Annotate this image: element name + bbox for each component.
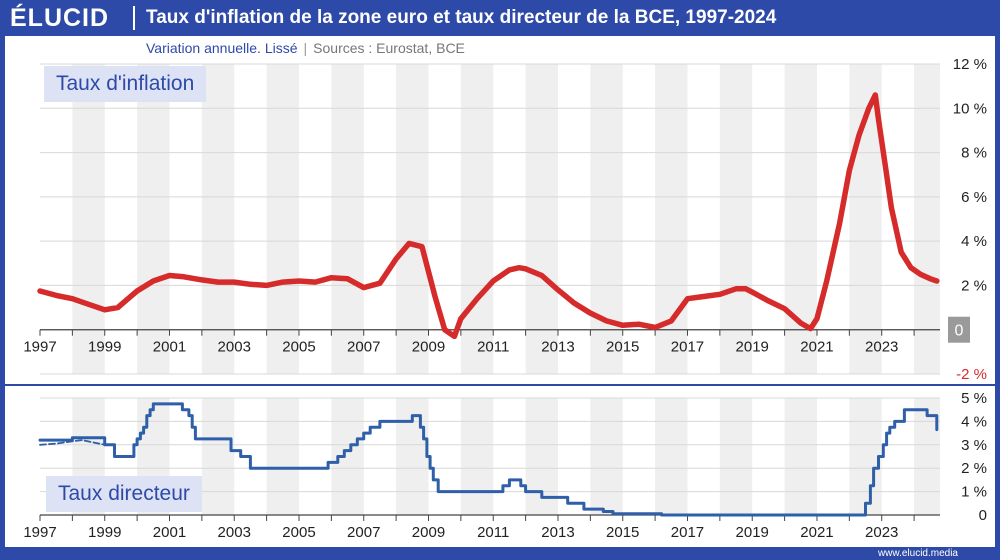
y-tick-label: 1 % — [961, 484, 987, 501]
y-tick-label: 0 — [955, 323, 964, 340]
panel-label-inflation: Taux d'inflation — [44, 66, 207, 102]
year-band — [331, 398, 364, 515]
sources-text: Sources : Eurostat, BCE — [313, 40, 465, 56]
year-band — [201, 398, 235, 515]
x-tick-label: 2017 — [671, 524, 704, 541]
year-band — [525, 64, 558, 374]
year-band — [266, 398, 299, 515]
inflation-line — [37, 92, 940, 340]
y-tick-label: 3 % — [961, 437, 987, 454]
y-tick-label: 8 % — [961, 145, 987, 162]
zero-badge — [948, 316, 970, 343]
y-tick-label: 6 % — [961, 189, 987, 206]
rate-dashed-line — [39, 439, 106, 446]
x-tick-label: 2007 — [347, 339, 380, 356]
year-band — [72, 64, 105, 374]
x-tick-label: 2009 — [412, 524, 445, 541]
y-tick-label: 2 % — [961, 277, 987, 294]
x-tick-label: 2003 — [218, 339, 251, 356]
x-tick-label: 2009 — [412, 339, 445, 356]
y-tick-label: 4 % — [961, 413, 987, 430]
year-band — [655, 398, 688, 515]
header-bar: ÉLUCID Taux d'inflation de la zone euro … — [0, 0, 1000, 36]
x-tick-label: 1997 — [23, 339, 56, 356]
year-band — [331, 64, 364, 374]
year-band — [784, 398, 817, 515]
x-tick-label: 2021 — [800, 339, 833, 356]
x-tick-label: 2023 — [865, 339, 898, 356]
y-tick-label: -2 % — [956, 366, 987, 383]
x-tick-label: 2005 — [282, 339, 315, 356]
year-band — [460, 398, 494, 515]
x-tick-label: 2013 — [541, 339, 574, 356]
footer-bar: www.elucid.media — [0, 547, 1000, 560]
x-tick-label: 2007 — [347, 524, 380, 541]
x-tick-label: 2023 — [865, 524, 898, 541]
x-tick-label: 2013 — [541, 524, 574, 541]
logo-separator — [133, 6, 135, 30]
x-tick-label: 2011 — [477, 524, 509, 541]
y-tick-label: 5 % — [961, 390, 987, 407]
y-tick-label: 4 % — [961, 233, 987, 250]
x-tick-label: 2019 — [736, 339, 769, 356]
y-tick-label: 10 % — [953, 100, 987, 117]
x-tick-label: 2003 — [218, 524, 251, 541]
x-tick-label: 2015 — [606, 339, 639, 356]
footer-url: www.elucid.media — [877, 548, 958, 559]
x-tick-label: 2001 — [153, 339, 186, 356]
x-tick-label: 2021 — [800, 524, 833, 541]
year-band — [460, 64, 494, 374]
x-tick-label: 2017 — [671, 339, 704, 356]
x-tick-label: 2011 — [477, 339, 509, 356]
year-band — [137, 64, 170, 374]
subtitle-text: Variation annuelle. Lissé — [146, 40, 298, 56]
elucid-logo: ÉLUCID — [10, 4, 110, 32]
rate-line — [38, 402, 939, 517]
year-band — [590, 64, 623, 374]
x-tick-label: 2019 — [736, 524, 769, 541]
year-band — [590, 398, 623, 515]
x-tick-label: 1999 — [88, 524, 121, 541]
x-tick-label: 1999 — [88, 339, 121, 356]
year-band — [719, 398, 753, 515]
year-band — [201, 64, 235, 374]
year-band — [719, 64, 753, 374]
year-band — [849, 398, 882, 515]
x-tick-label: 2005 — [282, 524, 315, 541]
y-tick-label: 12 % — [953, 56, 987, 73]
subtitle-separator: | — [303, 40, 308, 56]
panel-label-rate: Taux directeur — [46, 476, 202, 512]
chart-title: Taux d'inflation de la zone euro et taux… — [146, 7, 777, 28]
y-tick-label: 0 — [979, 507, 987, 524]
x-tick-label: 2001 — [153, 524, 186, 541]
x-tick-label: 1997 — [23, 524, 56, 541]
chart-subtitle: Variation annuelle. Lissé | Sources : Euro… — [146, 38, 465, 58]
y-tick-label: 2 % — [961, 460, 987, 477]
x-tick-label: 2015 — [606, 524, 639, 541]
year-band — [396, 64, 429, 374]
year-band — [266, 64, 299, 374]
year-band — [914, 64, 940, 374]
